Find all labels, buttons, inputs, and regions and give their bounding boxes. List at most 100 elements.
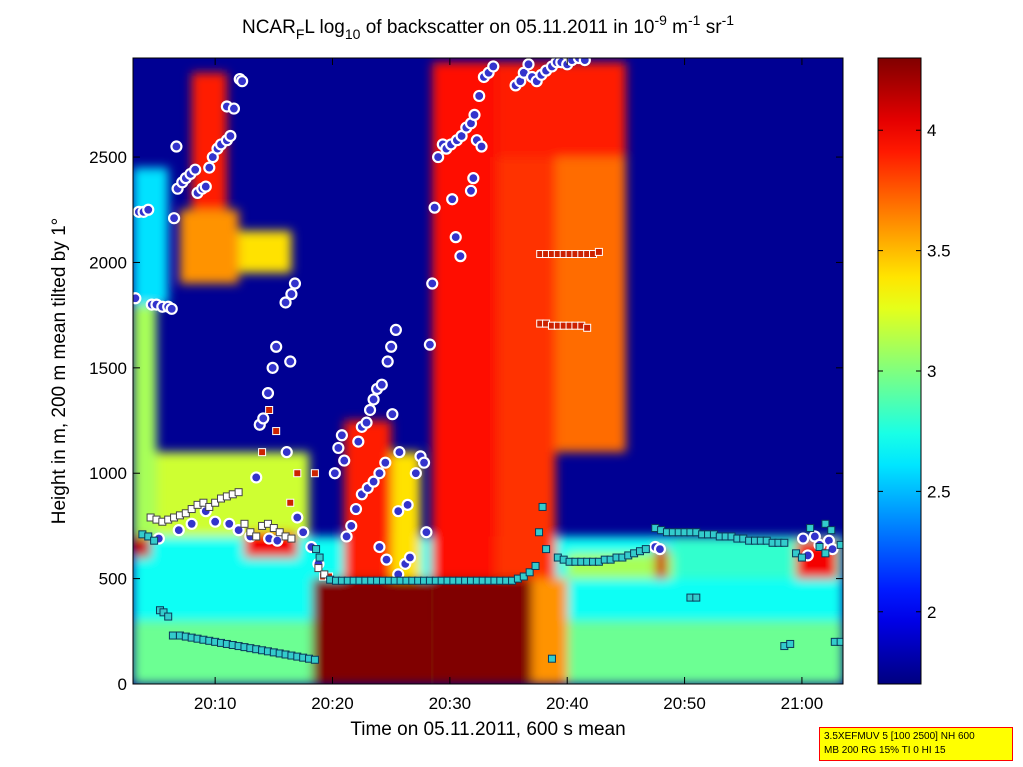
- data-point-square: [205, 502, 214, 511]
- data-point-circle: [420, 526, 433, 539]
- data-point-circle: [352, 435, 365, 448]
- heatmap-region: [312, 578, 433, 684]
- data-point-square: [263, 519, 272, 528]
- data-point-circle: [284, 355, 297, 368]
- data-point-square: [519, 572, 528, 581]
- data-point-square: [293, 469, 302, 478]
- data-point-square: [150, 536, 159, 545]
- data-point-square: [187, 505, 196, 514]
- plot-frame: [132, 57, 844, 685]
- chart-title: NCARFL log10 of backscatter on 05.11.201…: [242, 12, 734, 42]
- info-line-1: 3.5XEFMUV 5 [100 2500] NH 600: [824, 731, 975, 742]
- data-point-circle: [250, 471, 263, 484]
- heatmap-region: [655, 546, 667, 579]
- colorbar-tick-label: 3: [927, 362, 936, 381]
- data-point-circle: [379, 456, 392, 469]
- data-point-square: [310, 655, 319, 664]
- heatmap-region: [432, 578, 533, 684]
- data-point-circle: [367, 393, 380, 406]
- plot-area: 20:10 20:20 20:30 20:40 20:50 21:00 0 500 1000 1…: [89, 57, 844, 713]
- data-point-circle: [578, 58, 591, 67]
- data-point-square: [583, 323, 592, 332]
- data-point-circle: [373, 540, 386, 554]
- data-point-circle: [386, 408, 399, 421]
- data-point-square: [594, 247, 603, 256]
- data-point-circle: [432, 150, 445, 164]
- data-point-square: [547, 654, 556, 663]
- heatmap-regions: [133, 62, 843, 684]
- data-point-square: [531, 561, 540, 570]
- data-point-circle: [392, 505, 405, 518]
- data-point-square: [538, 502, 547, 511]
- data-point-circle: [271, 534, 284, 547]
- data-point-circle: [270, 340, 283, 353]
- colorbar-tick-label: 2: [927, 603, 936, 622]
- data-point-circle: [288, 277, 302, 290]
- data-point-square: [525, 568, 534, 577]
- data-point-circle: [209, 515, 222, 528]
- marker-layer: [133, 58, 843, 664]
- data-point-circle: [449, 231, 462, 244]
- colorbar-tick-label: 3.5: [927, 242, 951, 261]
- processing-info-box: 3.5XEFMUV 5 [100 2500] NH 600 MB 200 RG …: [819, 727, 1013, 761]
- heatmap-region: [555, 157, 626, 453]
- data-point-circle: [454, 250, 467, 263]
- data-point-circle: [133, 292, 142, 305]
- data-point-circle: [522, 58, 535, 71]
- data-point-square: [315, 553, 324, 562]
- data-point-circle: [185, 517, 198, 530]
- data-point-circle: [381, 355, 394, 368]
- data-point-circle: [403, 551, 417, 564]
- data-point-square: [815, 542, 824, 551]
- data-point-circle: [227, 102, 241, 115]
- data-point-circle: [373, 467, 386, 480]
- data-point-circle: [464, 184, 478, 197]
- data-point-circle: [297, 526, 310, 539]
- x-tick-label: 21:00: [781, 694, 824, 713]
- x-tick-label: 20:50: [663, 694, 706, 713]
- data-point-circle: [332, 441, 345, 455]
- data-point-square: [275, 528, 284, 537]
- colorbar: 2 2.5 3 3.5 4: [877, 57, 951, 685]
- data-point-circle: [393, 446, 406, 459]
- data-point-circle: [487, 60, 500, 73]
- y-tick-label: 0: [118, 675, 127, 694]
- x-axis-label: Time on 05.11.2011, 600 s mean: [350, 719, 625, 740]
- colorbar-tick-label: 4: [927, 121, 936, 140]
- data-point-square: [246, 528, 255, 537]
- data-point-circle: [385, 340, 398, 353]
- data-point-square: [269, 524, 278, 533]
- data-point-circle: [446, 193, 459, 206]
- x-tick-label: 20:30: [429, 694, 472, 713]
- data-point-circle: [266, 361, 279, 374]
- data-point-square: [792, 549, 801, 558]
- data-point-square: [821, 549, 830, 558]
- data-point-circle: [375, 378, 388, 391]
- y-axis-label: Height in m, 200 m mean tilted by 1°: [49, 218, 70, 524]
- data-point-square: [312, 545, 321, 554]
- data-point-square: [287, 534, 296, 543]
- x-tick-label: 20:40: [546, 694, 589, 713]
- heatmap-region: [179, 209, 239, 284]
- data-point-circle: [345, 519, 358, 533]
- data-point-square: [821, 519, 830, 528]
- data-point-circle: [279, 296, 292, 309]
- data-point-circle: [473, 89, 486, 103]
- data-point-circle: [340, 530, 353, 543]
- data-point-square: [641, 545, 650, 554]
- data-point-square: [144, 532, 153, 541]
- data-point-circle: [199, 180, 212, 193]
- data-point-square: [265, 405, 274, 414]
- data-point-square: [252, 532, 261, 541]
- heatmap-region: [133, 536, 151, 558]
- data-point-square: [258, 448, 267, 457]
- data-point-square: [159, 608, 168, 617]
- data-point-square: [320, 570, 329, 579]
- heatmap-region: [496, 157, 556, 579]
- data-point-square: [786, 639, 795, 648]
- data-point-circle: [172, 524, 185, 537]
- info-line-2: MB 200 RG 15% TI 0 HI 15: [824, 745, 946, 756]
- data-point-square: [535, 528, 544, 537]
- data-point-square: [310, 469, 319, 478]
- y-axis-ticks: 0 500 1000 1500 2000 2500: [89, 148, 843, 694]
